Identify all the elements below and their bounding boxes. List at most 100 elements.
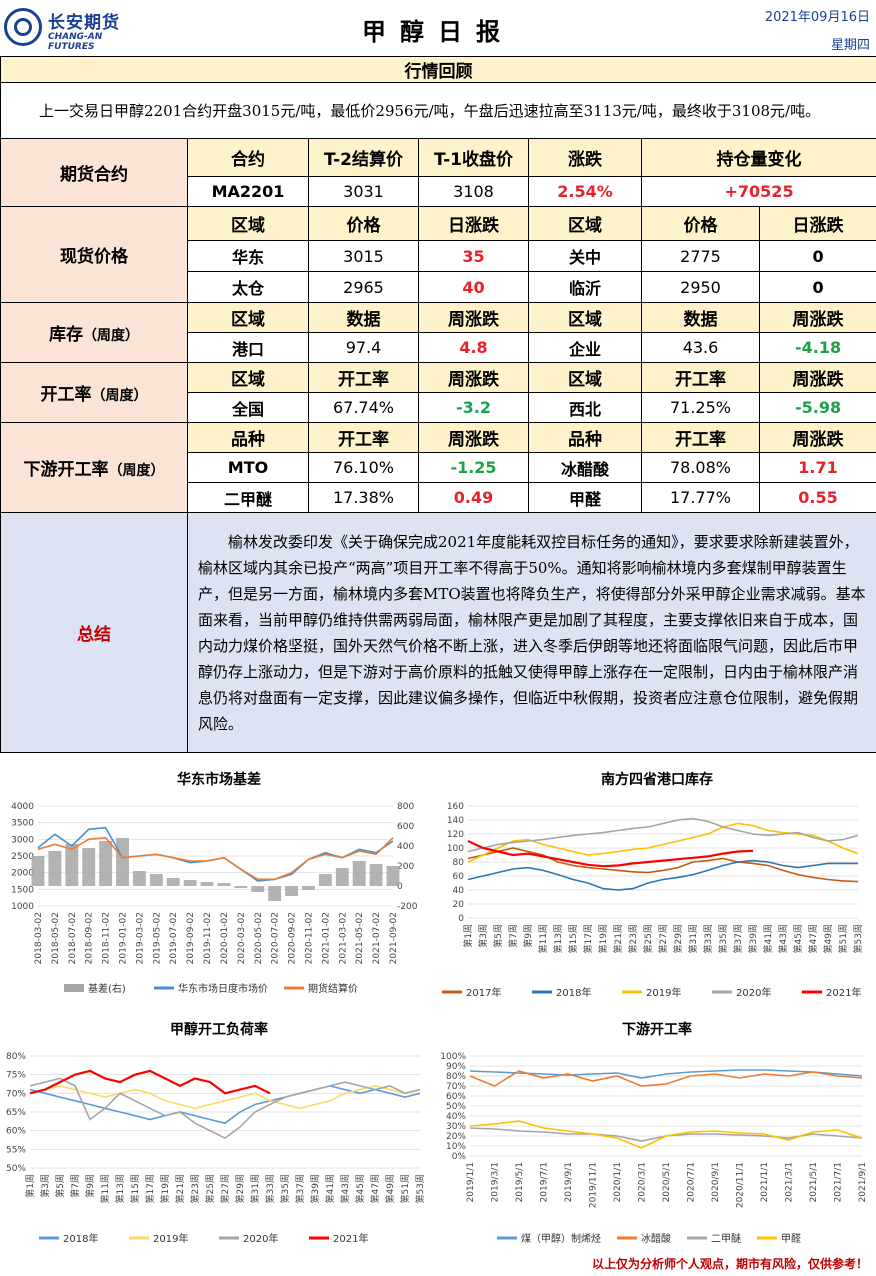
x-tick-label: 第23周 <box>627 924 639 953</box>
y-tick-label: 40% <box>446 1112 466 1122</box>
y-tick-label: 50% <box>446 1102 466 1112</box>
legend-item: 2018年 <box>39 1232 98 1245</box>
y2-tick-label: 800 <box>397 802 414 812</box>
basis-bar <box>65 844 79 886</box>
y-tick-label: 55% <box>6 1145 26 1155</box>
downstream-change: 0.55 <box>758 482 876 513</box>
legend-item: 2018年 <box>532 986 591 999</box>
x-tick-label: 第41周 <box>324 1174 336 1203</box>
x-tick-label: 2018-03-02 <box>34 912 44 964</box>
spot-region: 临沂 <box>528 271 642 303</box>
x-tick-label: 第31周 <box>249 1174 261 1203</box>
legend-label: 期货结算价 <box>308 982 358 995</box>
legend-label: 2021年 <box>333 1232 368 1245</box>
x-tick-label: 2019-09-02 <box>186 912 196 964</box>
y-tick-label: 60% <box>6 1127 26 1137</box>
series-line <box>467 822 859 863</box>
operating-header-region-1: 区域 <box>187 362 309 393</box>
x-tick-label: 第5周 <box>54 1174 66 1198</box>
futures-header-oi-change: 持仓量变化 <box>640 138 876 177</box>
x-tick-label: 2021/1/1 <box>760 1162 770 1202</box>
charts-panel: 华东市场基差 4000 3500 3000 2500 2000 1500 1000 800 600… <box>0 758 876 1248</box>
basis-bar <box>251 886 265 892</box>
x-tick-label: 2021-05-02 <box>355 912 365 964</box>
basis-bar <box>268 886 282 901</box>
legend-item: 煤（甲醇）制烯烃 <box>497 1232 601 1245</box>
spot-change: 35 <box>418 240 529 272</box>
downstream-rate: 17.38% <box>308 482 419 513</box>
futures-change: 2.54% <box>528 176 642 207</box>
inventory-header-change-1: 周涨跌 <box>418 302 529 333</box>
y-tick-label: 80% <box>6 1052 26 1062</box>
report-title: 甲醇日报 <box>362 18 514 46</box>
x-tick-label: 2019/5/1 <box>515 1162 525 1202</box>
downstream-header-product-1: 品种 <box>187 422 309 453</box>
x-tick-label: 2019-11-02 <box>203 912 213 964</box>
downstream-label-text: 下游开工率 <box>23 460 109 480</box>
x-tick-label: 第35周 <box>279 1174 291 1203</box>
x-tick-label: 2019/11/1 <box>589 1162 599 1208</box>
legend-label: 2017年 <box>466 986 501 999</box>
operating-header-rate-1: 开工率 <box>308 362 419 393</box>
inventory-label-text: 库存 <box>49 325 83 345</box>
inventory-value: 43.6 <box>641 332 760 363</box>
y-tick-label: 0% <box>452 1152 467 1162</box>
x-tick-label: 2021/9/1 <box>858 1162 868 1202</box>
y-tick-label: 140 <box>447 816 464 826</box>
futures-header-contract: 合约 <box>187 138 309 177</box>
chart-title: 南方四省港口库存 <box>601 771 713 788</box>
legend-label: 二甲醚 <box>711 1232 741 1245</box>
x-tick-label: 第1周 <box>24 1174 36 1198</box>
x-tick-label: 第19周 <box>159 1174 171 1203</box>
legend-item: 2021年 <box>309 1232 368 1245</box>
spot-region: 华东 <box>187 240 309 272</box>
legend-item: 2020年 <box>712 986 771 999</box>
y-tick-label: 80% <box>446 1072 466 1082</box>
inventory-header-change-2: 周涨跌 <box>758 302 876 333</box>
basis-bar <box>48 851 62 886</box>
x-tick-label: 2019-03-02 <box>135 912 145 964</box>
inventory-header-region-2: 区域 <box>528 302 642 333</box>
spot-header-region-2: 区域 <box>528 206 642 241</box>
y-tick-label: 2500 <box>11 852 34 862</box>
x-tick-label: 2020-01-02 <box>220 912 230 964</box>
x-tick-label: 第37周 <box>732 924 744 953</box>
x-tick-label: 第41周 <box>762 924 774 953</box>
x-tick-label: 第7周 <box>69 1174 81 1198</box>
x-tick-label: 2019-05-02 <box>152 912 162 964</box>
x-tick-label: 第9周 <box>84 1174 96 1198</box>
basis-bar <box>285 886 299 896</box>
spot-header-change-1: 日涨跌 <box>418 206 529 241</box>
inventory-header-data-2: 数据 <box>641 302 760 333</box>
y-tick-label: 75% <box>6 1071 26 1081</box>
x-tick-label: 第45周 <box>354 1174 366 1203</box>
inventory-change: -4.18 <box>758 332 876 363</box>
operating-header-rate-2: 开工率 <box>641 362 760 393</box>
inventory-value: 97.4 <box>308 332 419 363</box>
chart-title: 甲醇开工负荷率 <box>170 1021 268 1038</box>
spot-region: 太仓 <box>187 271 309 303</box>
x-tick-label: 第53周 <box>852 924 864 953</box>
x-tick-label: 2019-07-02 <box>169 912 179 964</box>
x-tick-label: 第49周 <box>822 924 834 953</box>
x-tick-label: 2020/3/1 <box>638 1162 648 1202</box>
y-tick-label: 100 <box>447 844 464 854</box>
summary-paragraph: 榆林发改委印发《关于确保完成2021年度能耗双控目标任务的通知》，要求要求除新建… <box>198 532 866 733</box>
x-tick-label: 2019/9/1 <box>564 1162 574 1202</box>
futures-oi-change: +70525 <box>640 176 876 207</box>
x-tick-label: 第11周 <box>537 924 549 953</box>
disclaimer-text: 以上仅为分析师个人观点，期市有风险，仅供参考！ <box>591 1257 868 1271</box>
basis-bar <box>318 874 332 886</box>
summary-text: 榆林发改委印发《关于确保完成2021年度能耗双控目标任务的通知》，要求要求除新建… <box>186 512 876 753</box>
operating-rate: 67.74% <box>308 392 419 423</box>
x-tick-label: 2021-07-02 <box>372 912 382 964</box>
x-tick-label: 第5周 <box>492 924 504 948</box>
downstream-product: 冰醋酸 <box>528 452 642 483</box>
x-tick-label: 2020/9/1 <box>711 1162 721 1202</box>
operating-header-change-2: 周涨跌 <box>758 362 876 393</box>
logo-emblem-icon <box>4 8 42 46</box>
y2-tick-label: -200 <box>397 902 418 912</box>
downstream-label: 下游开工率（周度） <box>0 422 188 513</box>
basis-bar <box>369 864 383 886</box>
y-tick-label: 60 <box>453 872 465 882</box>
